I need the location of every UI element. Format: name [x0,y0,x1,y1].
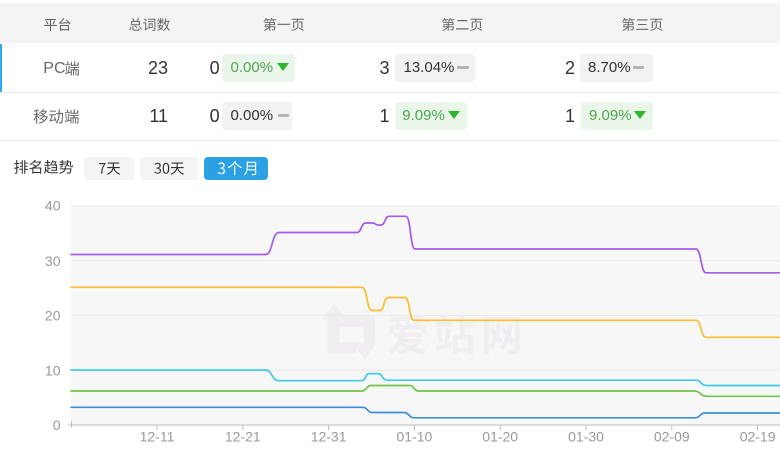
svg-text:40: 40 [45,198,61,214]
svg-text:02-19: 02-19 [740,429,776,445]
svg-text:01-30: 01-30 [568,429,604,445]
svg-text:02-09: 02-09 [654,429,690,445]
svg-text:01-20: 01-20 [482,429,518,445]
svg-text:0: 0 [53,417,61,433]
svg-text:01-10: 01-10 [396,429,432,445]
svg-text:12-11: 12-11 [140,429,175,445]
svg-text:12-31: 12-31 [311,429,347,445]
svg-text:30: 30 [45,253,61,269]
svg-text:12-21: 12-21 [225,429,261,445]
svg-text:10: 10 [45,362,61,378]
svg-text:20: 20 [45,308,61,324]
